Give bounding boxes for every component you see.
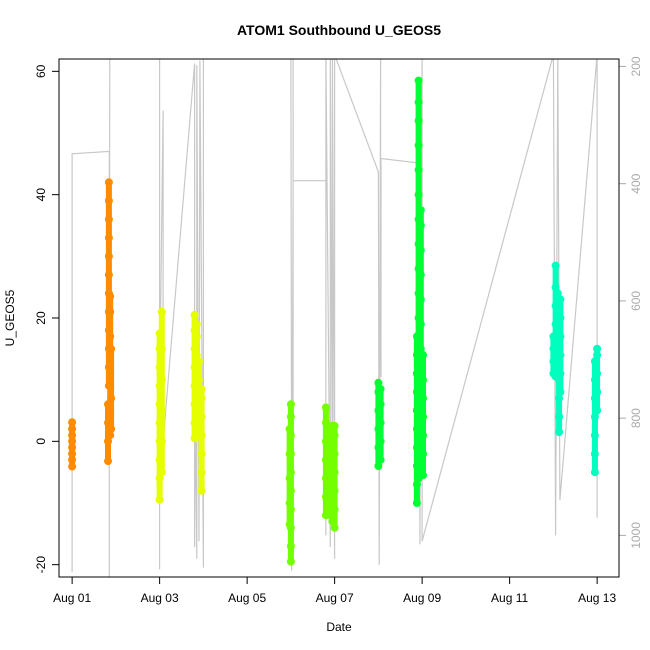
x-tick-label: Aug 07 — [316, 591, 354, 605]
x-tick-label: Aug 11 — [491, 591, 528, 605]
right-tick-label: 800 — [629, 408, 643, 428]
y-tick-label: 20 — [34, 311, 48, 325]
y-tick-label: 60 — [34, 64, 48, 78]
right-tick-label: 400 — [629, 173, 643, 193]
right-tick-label: 1000 — [629, 522, 643, 549]
axes-layer: Aug 01 Aug 03 Aug 05 Aug 07 Aug 09 Aug 11 Aug … — [34, 56, 643, 605]
x-axis-label: Date — [326, 620, 352, 634]
x-tick-label: Aug 13 — [578, 591, 616, 605]
series-3 — [285, 400, 339, 566]
chart-title: ATOM1 Southbound U_GEOS5 — [237, 22, 441, 38]
x-tick-label: Aug 05 — [228, 591, 266, 605]
x-tick-label: Aug 03 — [141, 591, 179, 605]
y-tick-label: 0 — [34, 438, 48, 445]
right-tick-label: 200 — [629, 56, 643, 76]
y-axis-label: U_GEOS5 — [3, 289, 17, 346]
y-tick-label: 40 — [34, 188, 48, 202]
points-layer — [68, 76, 602, 566]
x-tick-label: Aug 09 — [403, 591, 441, 605]
y-tick-label: -20 — [34, 556, 48, 574]
plot-frame — [58, 58, 620, 578]
series-4 — [374, 76, 427, 507]
series-1 — [68, 178, 116, 471]
series-2 — [155, 307, 206, 504]
series-5 — [549, 261, 602, 477]
x-tick-label: Aug 01 — [53, 591, 91, 605]
right-tick-label: 600 — [629, 291, 643, 311]
